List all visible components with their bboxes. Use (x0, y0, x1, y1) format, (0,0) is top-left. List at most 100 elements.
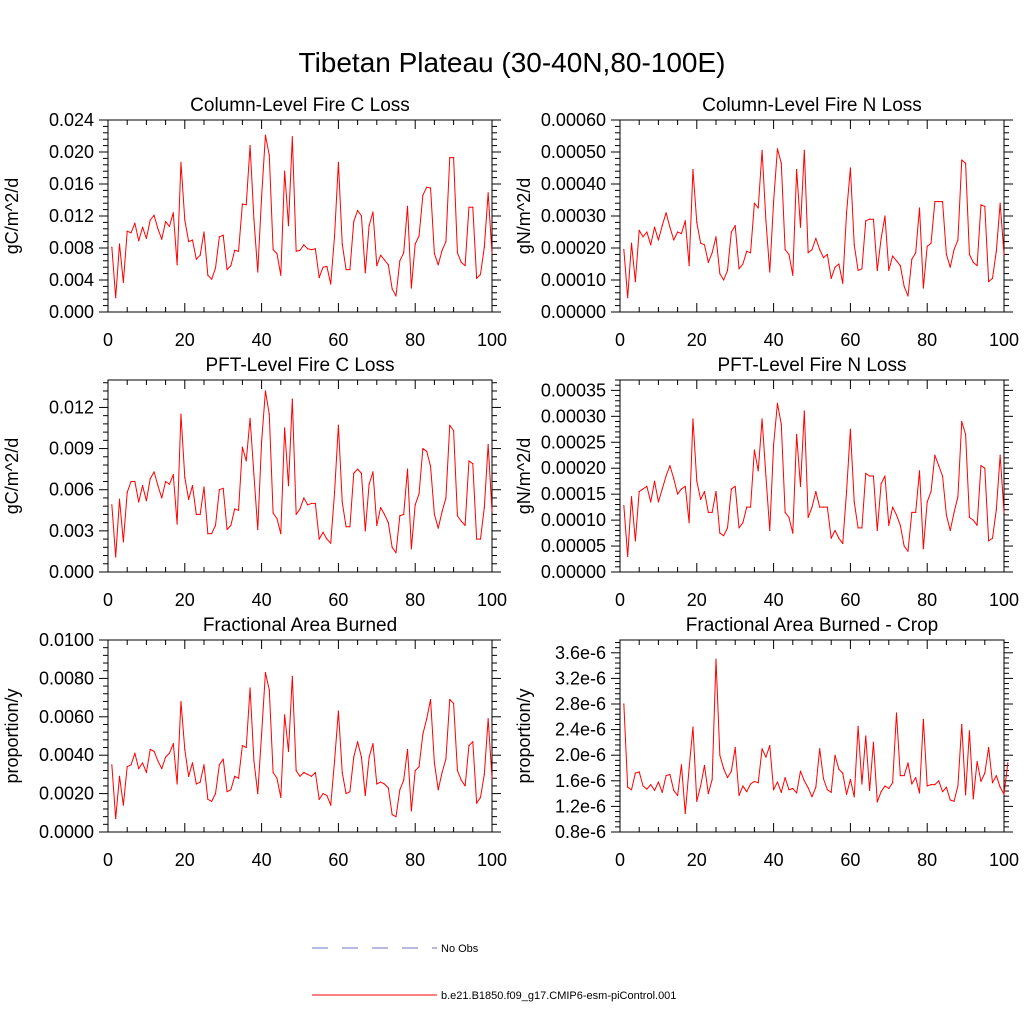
data-point (734, 746, 736, 749)
data-point (383, 513, 386, 516)
data-point (157, 485, 159, 487)
x-tick-label: 80 (405, 850, 425, 870)
data-point (268, 689, 270, 691)
data-point (684, 812, 686, 815)
data-point (422, 733, 424, 735)
data-point (126, 491, 128, 494)
data-point (988, 281, 990, 283)
data-point (230, 265, 232, 267)
chart-panel-1: 0 20 40 60 80 100 0.000 0.004 0.008 0.012 0.016 0.0… (2, 95, 507, 350)
data-point (895, 514, 898, 516)
data-point (746, 250, 748, 252)
data-point (673, 789, 675, 792)
data-point (191, 762, 194, 764)
data-point (237, 250, 240, 252)
data-point (692, 169, 694, 171)
data-point (111, 246, 113, 248)
data-point (953, 511, 955, 513)
data-point (653, 480, 656, 482)
data-point (115, 297, 117, 299)
data-point (968, 516, 971, 519)
data-point (264, 390, 267, 392)
data-point (410, 548, 412, 550)
data-point (357, 468, 359, 470)
y-tick-label: 0.00035 (541, 380, 606, 400)
data-point (257, 528, 259, 531)
data-point (479, 796, 482, 799)
data-point (630, 242, 633, 244)
data-point (180, 413, 182, 415)
data-point (857, 269, 859, 271)
data-point (257, 793, 259, 795)
data-point (938, 780, 940, 782)
data-point (479, 538, 482, 540)
y-tick-label: 0.00010 (541, 510, 606, 530)
data-point (738, 794, 740, 797)
data-point (884, 215, 886, 217)
data-point (326, 538, 328, 540)
y-tick-label: 0.006 (49, 480, 94, 500)
data-point (673, 477, 675, 480)
data-point (380, 781, 382, 783)
data-point (669, 465, 671, 467)
data-point (138, 768, 140, 770)
data-point (191, 239, 194, 241)
data-point (723, 768, 725, 770)
legend: No Obs b.e21.B1850.f09_g17.CMIP6-esm-piC… (312, 943, 676, 1002)
data-point (723, 279, 725, 281)
data-point (441, 249, 443, 251)
data-point (368, 483, 370, 485)
data-point (153, 471, 155, 473)
data-point (776, 148, 779, 150)
data-point (188, 775, 190, 777)
data-point (153, 214, 155, 216)
data-point (707, 261, 709, 263)
data-point (788, 789, 790, 791)
data-point (218, 764, 220, 766)
data-point (268, 413, 270, 415)
data-point (811, 249, 813, 251)
data-point (880, 483, 882, 485)
data-point (822, 257, 825, 259)
y-tick-label: 0.00040 (541, 174, 606, 194)
series-line (623, 148, 1005, 299)
data-point (437, 264, 439, 266)
data-point (399, 789, 401, 791)
data-point (646, 788, 648, 790)
data-point (692, 726, 694, 728)
data-point (776, 781, 779, 783)
data-point (284, 427, 286, 429)
data-point (226, 269, 228, 271)
data-point (483, 246, 485, 248)
data-point (953, 800, 955, 802)
data-point (364, 272, 366, 274)
data-point (341, 243, 343, 245)
data-point (957, 785, 959, 787)
data-point (165, 221, 167, 223)
data-point (696, 480, 698, 482)
data-point (272, 512, 274, 514)
data-point (245, 746, 247, 749)
data-point (195, 783, 197, 785)
data-point (237, 777, 240, 779)
data-point (214, 267, 217, 269)
data-point (168, 225, 171, 227)
data-point (441, 771, 443, 774)
data-point (857, 527, 859, 529)
data-point (130, 232, 132, 234)
x-tick-label: 80 (917, 850, 937, 870)
data-point (830, 791, 832, 793)
x-tick-label: 0 (615, 590, 625, 610)
data-point (491, 511, 493, 513)
data-point (773, 444, 775, 446)
data-point (203, 486, 205, 488)
data-point (842, 772, 844, 774)
data-point (203, 231, 205, 233)
data-point (657, 501, 660, 503)
data-point (299, 775, 301, 777)
data-point (222, 758, 224, 760)
data-point (734, 225, 736, 227)
data-point (122, 541, 124, 543)
data-point (353, 472, 355, 474)
data-point (284, 170, 286, 172)
